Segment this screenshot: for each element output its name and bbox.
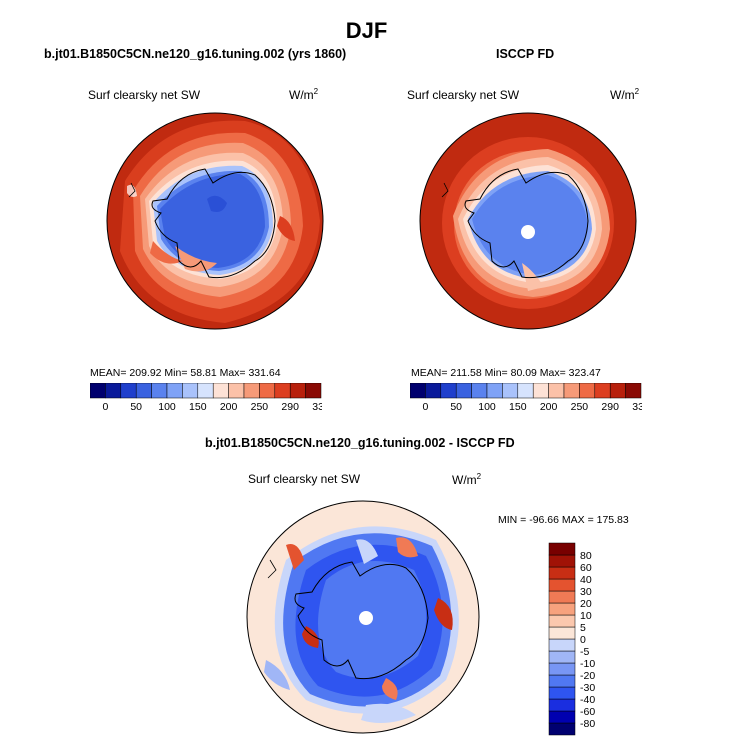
colorbar-2-tick-label: 0 — [422, 401, 428, 413]
colorbar-2-bin-6 — [502, 383, 519, 399]
colorbar-2-bin-1 — [425, 383, 442, 399]
colorbar-3-tick-label: -60 — [580, 706, 595, 718]
colorbar-1-tick-label: 50 — [130, 401, 142, 413]
colorbar-3-tick-label: 30 — [580, 586, 592, 598]
colorbar-2-bin-9 — [548, 383, 565, 399]
colorbar-2-bin-3 — [455, 383, 472, 399]
colorbar-3-tick-label: -40 — [580, 694, 595, 706]
colorbar-3-tick-label: 10 — [580, 610, 592, 622]
panel-1-map — [106, 112, 324, 330]
panel-2-variable: Surf clearsky net SW — [407, 88, 520, 102]
colorbar-3-bin-8 — [548, 626, 576, 640]
colorbar-2-bin-5 — [486, 383, 503, 399]
colorbar-3-bin-0 — [548, 722, 576, 736]
panel-1-stats: MEAN= 209.92 Min= 58.81 Max= 331.64 — [90, 367, 281, 379]
colorbar-1-bin-11 — [259, 383, 276, 399]
colorbar-1-tick-label: 0 — [102, 401, 108, 413]
colorbar-3-bin-9 — [548, 614, 576, 628]
colorbar-3-bin-13 — [548, 566, 576, 580]
colorbar-3-tick-label: 5 — [580, 622, 586, 634]
colorbar-1-bin-5 — [166, 383, 183, 399]
colorbar-3-bin-3 — [548, 686, 576, 700]
panel-1-colorbar: 0 50 100 150 200 250 290 330 — [90, 383, 322, 413]
colorbar-2-bin-10 — [563, 383, 580, 399]
colorbar-3-tick-label: -80 — [580, 718, 595, 730]
colorbar-3-tick-label: -30 — [580, 682, 595, 694]
colorbar-2-bin-4 — [471, 383, 488, 399]
colorbar-1-tick-label: 150 — [189, 401, 207, 413]
colorbar-1-tick-label: 100 — [158, 401, 176, 413]
colorbar-2-tick-label: 250 — [571, 401, 589, 413]
colorbar-1-tick-label: 290 — [281, 401, 299, 413]
colorbar-3-bin-4 — [548, 674, 576, 688]
colorbar-3-tick-label: -5 — [580, 646, 589, 658]
colorbar-1-bin-9 — [228, 383, 245, 399]
colorbar-1-bin-14 — [305, 383, 322, 399]
colorbar-1-bin-8 — [212, 383, 229, 399]
panel-2-title: ISCCP FD — [496, 47, 555, 61]
colorbar-3-tick-label: -10 — [580, 658, 595, 670]
panel-1-variable: Surf clearsky net SW — [88, 88, 201, 102]
colorbar-3-bin-2 — [548, 698, 576, 712]
colorbar-2-bin-13 — [609, 383, 626, 399]
panel-2-units: W/m2 — [610, 87, 640, 102]
colorbar-2-bin-0 — [410, 383, 426, 399]
colorbar-3-bin-11 — [548, 590, 576, 604]
colorbar-1-tick-label: 250 — [251, 401, 269, 413]
panel-3-map — [246, 500, 480, 734]
colorbar-3-bin-15 — [548, 542, 576, 556]
colorbar-2-tick-label: 50 — [450, 401, 462, 413]
colorbar-3-bin-1 — [548, 710, 576, 724]
colorbar-3-bin-5 — [548, 662, 576, 676]
colorbar-2-bin-2 — [440, 383, 457, 399]
colorbar-1-bin-1 — [105, 383, 122, 399]
colorbar-1-bin-12 — [274, 383, 291, 399]
colorbar-2-tick-label: 330 — [632, 401, 642, 413]
colorbar-3-bin-12 — [548, 578, 576, 592]
panel-2-colorbar: 0 50 100 150 200 250 290 330 — [410, 383, 642, 413]
page-title: DJF — [345, 18, 388, 43]
panel-3-units: W/m2 — [452, 472, 482, 487]
colorbar-3-bin-14 — [548, 554, 576, 568]
colorbar-1-bin-7 — [197, 383, 214, 399]
colorbar-2-bin-8 — [532, 383, 549, 399]
colorbar-1-bin-13 — [289, 383, 306, 399]
colorbar-1-tick-label: 200 — [220, 401, 238, 413]
colorbar-2-tick-label: 290 — [601, 401, 619, 413]
colorbar-2-bin-12 — [594, 383, 611, 399]
colorbar-1-bin-0 — [90, 383, 106, 399]
colorbar-2-tick-label: 200 — [540, 401, 558, 413]
panel-2-map — [419, 112, 637, 330]
colorbar-2-tick-label: 100 — [478, 401, 496, 413]
colorbar-1-bin-6 — [182, 383, 199, 399]
panel-3-stats: MIN = -96.66 MAX = 175.83 — [498, 514, 629, 526]
colorbar-3-bin-10 — [548, 602, 576, 616]
colorbar-1-bin-3 — [135, 383, 152, 399]
colorbar-1-bin-4 — [151, 383, 168, 399]
colorbar-1-bin-10 — [243, 383, 260, 399]
colorbar-3-tick-label: -20 — [580, 670, 595, 682]
colorbar-2-tick-label: 150 — [509, 401, 527, 413]
colorbar-3-tick-label: 0 — [580, 634, 586, 646]
colorbar-3-bin-7 — [548, 638, 576, 652]
colorbar-2-bin-11 — [579, 383, 596, 399]
colorbar-3-tick-label: 40 — [580, 574, 592, 586]
panel-1-title: b.jt01.B1850C5CN.ne120_g16.tuning.002 (y… — [44, 47, 347, 61]
panel-2-stats: MEAN= 211.58 Min= 80.09 Max= 323.47 — [411, 367, 601, 379]
panel-1-units: W/m2 — [289, 87, 319, 102]
colorbar-2-bin-14 — [625, 383, 642, 399]
colorbar-3-tick-label: 80 — [580, 550, 592, 562]
colorbar-1-bin-2 — [120, 383, 137, 399]
panel-3-variable: Surf clearsky net SW — [248, 472, 361, 486]
panel-3-title: b.jt01.B1850C5CN.ne120_g16.tuning.002 - … — [205, 436, 515, 450]
colorbar-3-bin-6 — [548, 650, 576, 664]
colorbar-3-tick-label: 60 — [580, 562, 592, 574]
colorbar-1-tick-label: 330 — [312, 401, 322, 413]
colorbar-2-bin-7 — [517, 383, 534, 399]
colorbar-3-tick-label: 20 — [580, 598, 592, 610]
